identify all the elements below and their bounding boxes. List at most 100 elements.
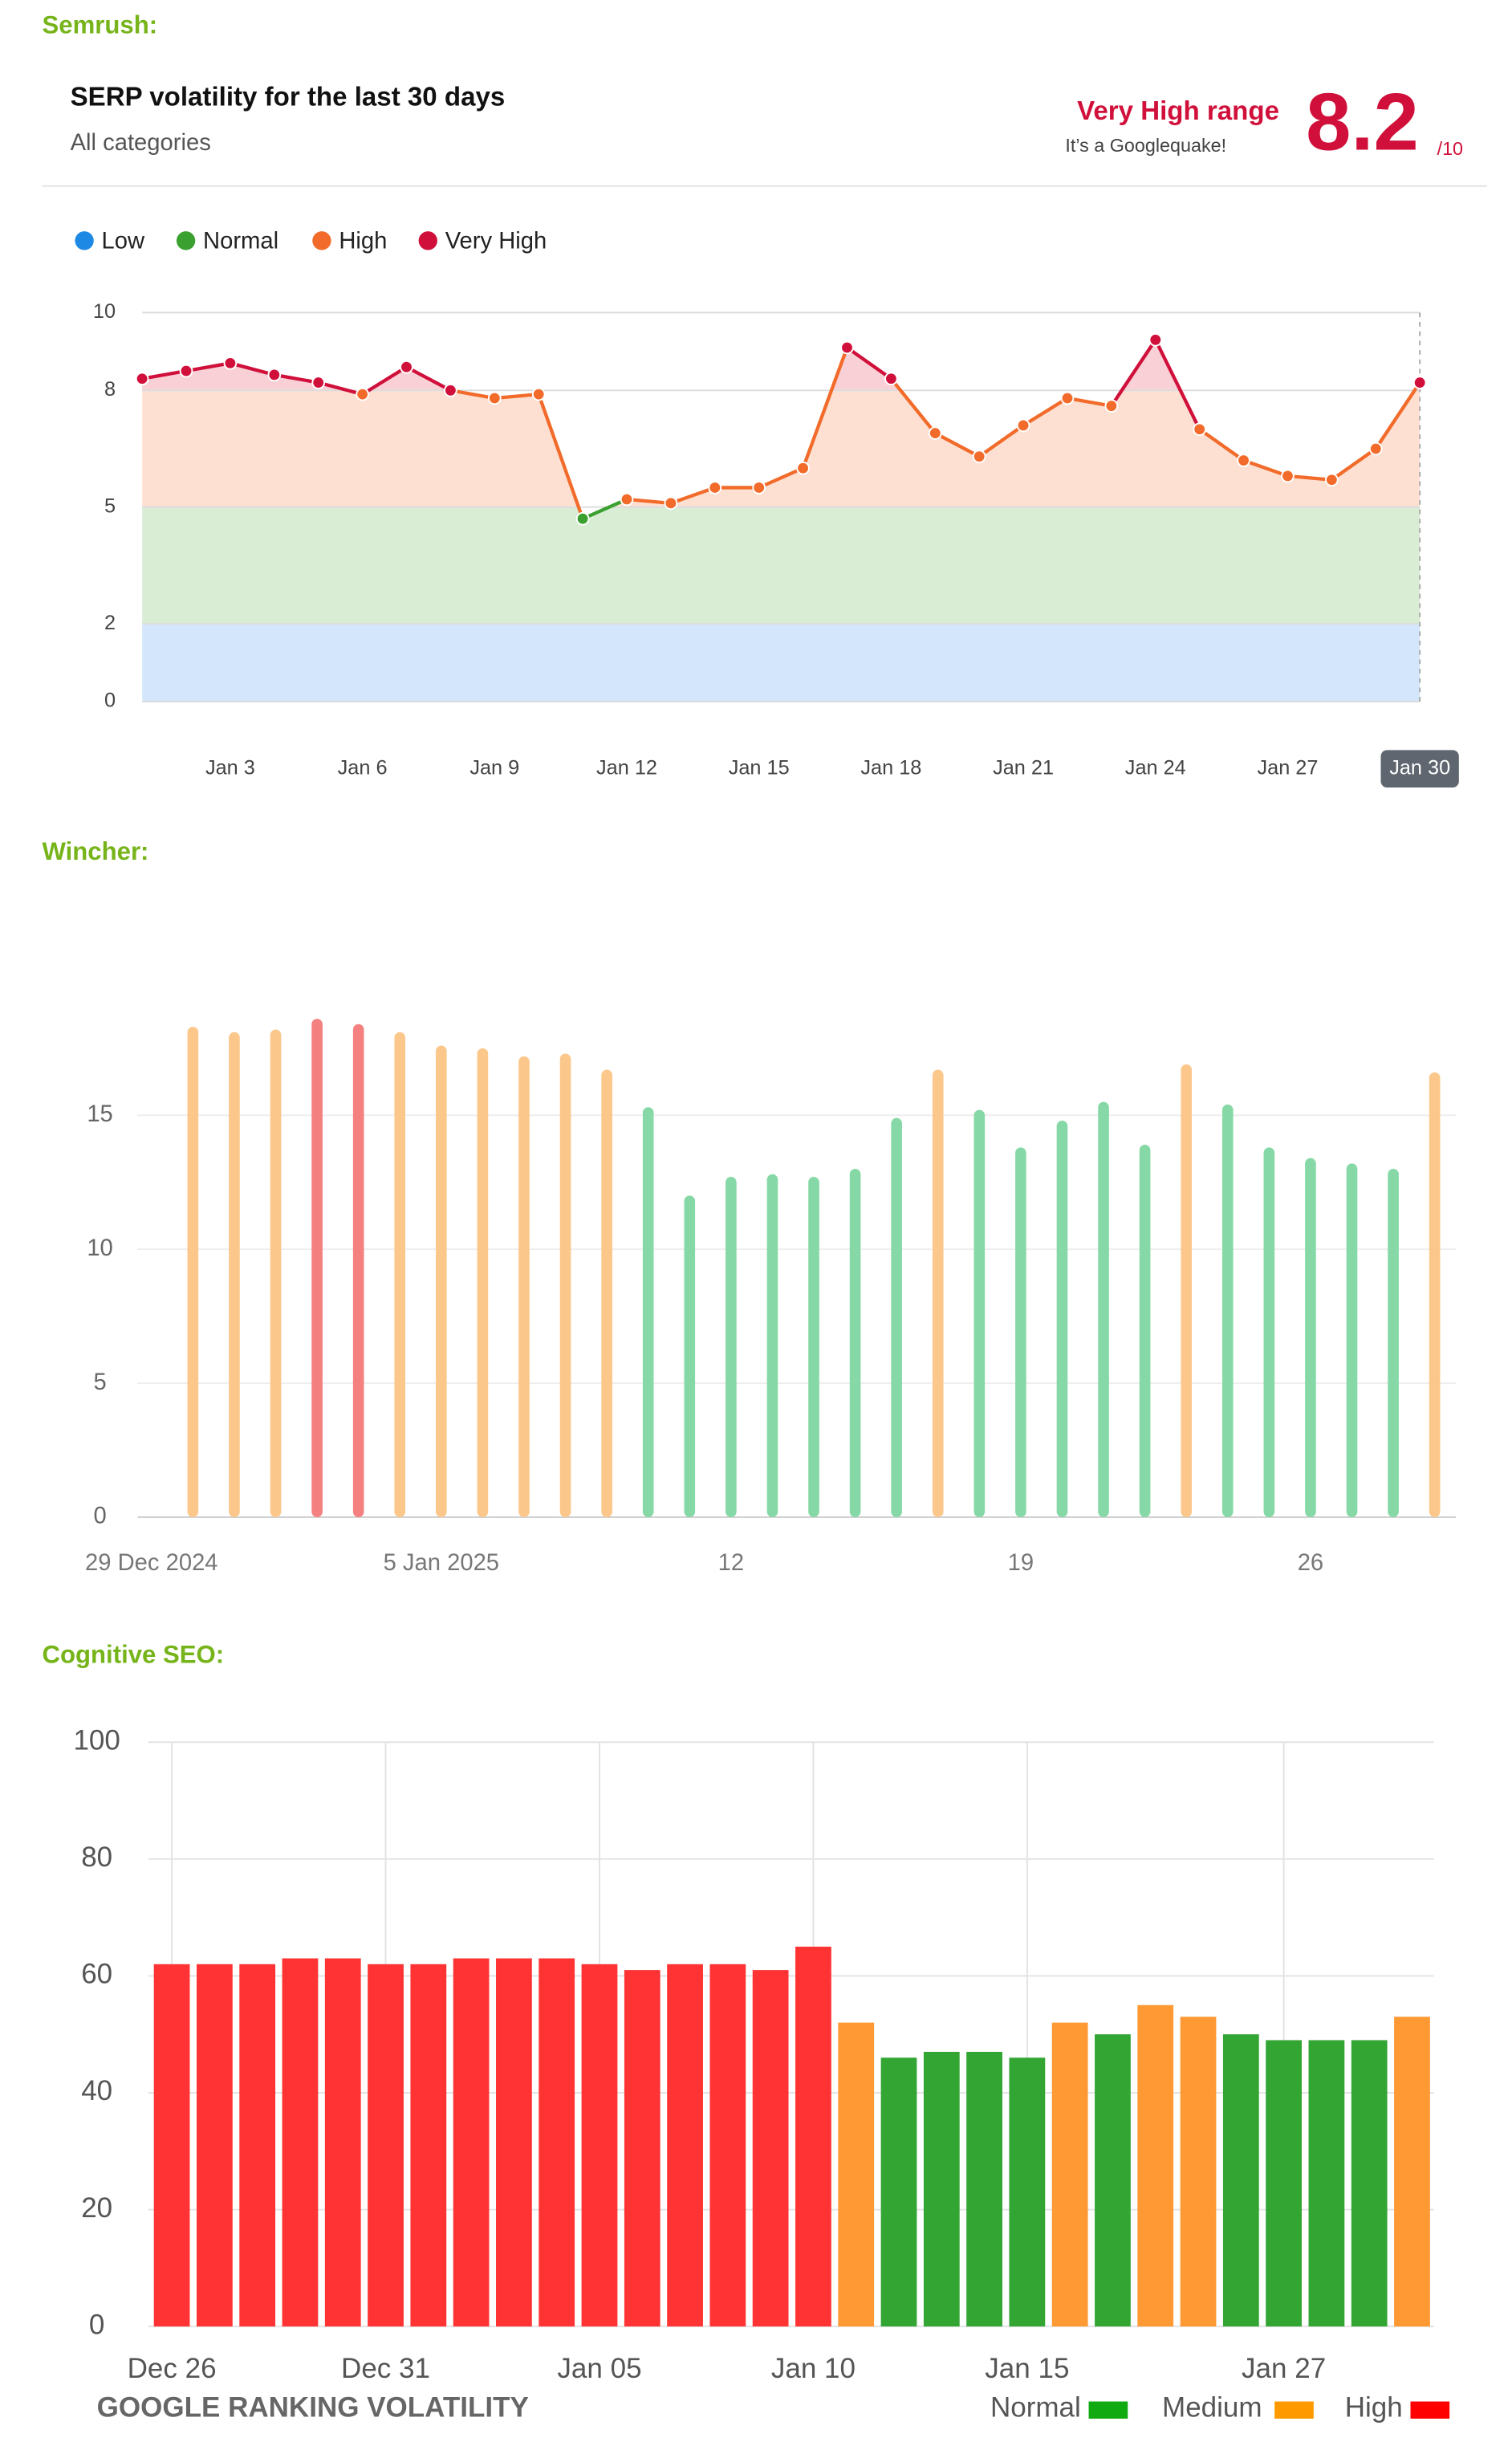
y-tick-label: 100 [73,1724,120,1756]
bar [311,1019,323,1517]
bar [923,2052,960,2327]
bar [642,1107,654,1517]
bar [368,1964,404,2327]
x-tick-label: Dec 26 [128,2353,217,2384]
y-tick-label: 0 [93,1504,106,1529]
bar [966,2052,1002,2327]
bar [1095,2034,1131,2327]
line-segment [1021,396,1070,428]
line-segment [1286,474,1334,482]
bar [394,1032,406,1517]
line-segment [933,431,982,458]
range-label: Very High range [1077,96,1279,126]
x-tick-label: 19 [1008,1550,1034,1576]
point [708,481,722,494]
point [179,364,193,378]
bar [766,1174,778,1517]
bar [153,1964,190,2327]
line-segment [978,423,1026,458]
bar [1098,1101,1109,1517]
bar [709,1964,746,2327]
bar [1181,1064,1193,1517]
line-segment [889,376,937,435]
y-tick-label: 15 [87,1101,112,1127]
bar [270,1029,282,1517]
bar [1222,2034,1259,2327]
bar [849,1169,861,1517]
bar [239,1964,276,2327]
point [1281,469,1295,483]
point [1060,391,1075,405]
y-tick-label: 5 [104,494,116,517]
line-segment [1242,458,1290,478]
x-tick-highlight [1380,750,1459,788]
x-tick-label: Jan 18 [860,756,921,779]
line-segment [360,365,408,397]
line-segment [669,486,717,505]
y-tick-label: 20 [81,2192,112,2224]
y-tick-label: 60 [81,1959,112,1990]
line-segment [316,381,364,397]
point [1148,332,1163,347]
point [1368,442,1383,456]
point [884,372,898,386]
bar [539,1958,575,2327]
point [928,426,942,440]
point [1193,422,1207,437]
x-tick-label: 12 [718,1550,744,1576]
range-note: It’s a Googlequake! [1065,135,1226,156]
x-tick-label: Jan 10 [771,2353,856,2384]
bar [880,2057,917,2327]
x-tick-label: 26 [1298,1550,1323,1576]
chart-title: GOOGLE RANKING VOLATILITY [97,2392,529,2424]
bar [1009,2057,1046,2327]
bar [581,1964,618,2327]
point [487,391,502,405]
x-tick-label: Jan 15 [729,756,790,779]
y-tick-label: 5 [93,1369,106,1395]
point [1325,473,1339,487]
level-area [142,507,1421,625]
y-tick-label: 10 [93,300,116,323]
bar [559,1053,571,1517]
bar [229,1032,240,1517]
x-tick-label: Jan 9 [469,756,519,779]
bar [1180,2017,1217,2327]
line-segment [1197,427,1246,462]
y-tick-label: 40 [81,2075,112,2106]
line-segment [580,497,629,521]
score: 8.2 [1306,76,1419,167]
x-tick-label: Jan 15 [985,2353,1069,2384]
line-segment [624,497,673,505]
bar [477,1048,489,1517]
bar [1139,1144,1151,1517]
point [1016,418,1030,433]
line-segment [1153,338,1201,431]
bar [1137,2004,1174,2327]
source-label: Wincher: [43,837,149,865]
point [664,496,678,511]
point [1237,454,1250,467]
point [531,387,546,401]
point [400,360,413,374]
bar [282,1958,319,2327]
level-area [142,390,1421,507]
bar [187,1027,199,1517]
legend-label: Medium [1162,2392,1262,2424]
line-segment [845,345,893,381]
bar [1308,2040,1345,2327]
source-label: Semrush: [43,10,158,39]
y-tick-label: 0 [89,2309,104,2340]
bar [1388,1169,1399,1517]
level-area [142,624,1421,702]
line-segment [1330,446,1378,482]
y-tick-label: 0 [104,690,116,712]
point [356,387,369,401]
point [796,461,810,475]
point [575,511,590,526]
x-tick-label: Jan 30 [1389,756,1450,779]
bar [453,1958,490,2327]
y-tick-label: 10 [87,1235,112,1261]
